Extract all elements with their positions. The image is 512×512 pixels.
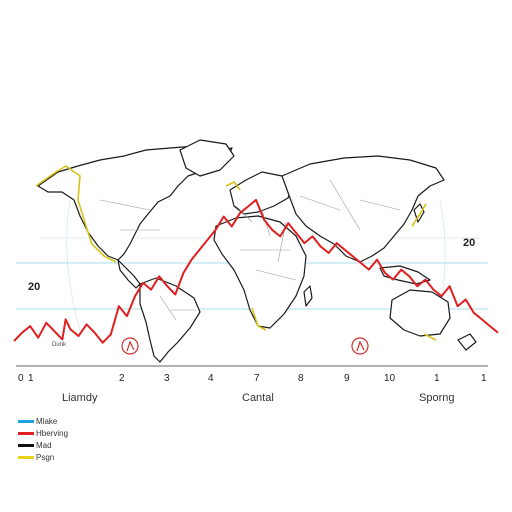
yellow-coast-australia — [423, 333, 437, 341]
yellow-coast-asia — [411, 203, 427, 227]
y-label-right: 20 — [463, 237, 475, 249]
yellow-coast-europe — [225, 181, 241, 191]
series-layer — [13, 198, 499, 344]
new-zealand — [457, 333, 477, 351]
greenland — [179, 139, 235, 177]
central-america — [117, 259, 141, 289]
legend-label: Psgn — [36, 453, 55, 462]
series-line-0 — [13, 198, 499, 344]
yellow-coast-west — [35, 165, 117, 263]
yellow-coastlines — [35, 165, 437, 341]
x-label-right: Sporng — [419, 392, 454, 404]
legend-swatch — [18, 444, 34, 447]
legend-item[interactable]: Psgn — [18, 452, 68, 463]
africa — [213, 215, 307, 329]
legend-item[interactable]: Hberving — [18, 428, 68, 439]
asia — [281, 155, 445, 263]
south-america — [139, 277, 201, 363]
x-ticks: 0 1 2 3 4 7 8 9 10 1 1 — [18, 373, 487, 384]
madagascar — [303, 285, 313, 307]
x-tick-6: 8 — [298, 373, 304, 384]
australia — [389, 289, 451, 337]
x-label-center: Cantal — [242, 392, 274, 404]
x-label-left: Liamdy — [62, 392, 98, 404]
legend-label: Mad — [36, 441, 52, 450]
x-tick-10: 1 — [481, 373, 487, 384]
x-tick-8: 10 — [384, 373, 396, 384]
x-tick-0: 0 — [18, 373, 24, 384]
x-tick-4: 4 — [208, 373, 214, 384]
yellow-coast-africa — [251, 307, 267, 331]
x-tick-5: 7 — [254, 373, 260, 384]
x-tick-7: 9 — [344, 373, 350, 384]
legend-swatch — [18, 432, 34, 435]
small-label: Dunk — [52, 342, 67, 348]
japan — [413, 203, 425, 223]
world-map — [37, 139, 477, 363]
legend-item[interactable]: Mad — [18, 440, 68, 451]
legend: Mlake Hberving Mad Psgn — [18, 416, 68, 464]
annotation-markers — [121, 337, 369, 355]
circle-marker-left — [121, 337, 139, 355]
legend-swatch — [18, 420, 34, 423]
x-tick-3: 3 — [164, 373, 170, 384]
legend-swatch — [18, 456, 34, 459]
x-tick-1: 1 — [28, 373, 34, 384]
x-tick-9: 1 — [434, 373, 440, 384]
y-label-left: 20 — [28, 281, 40, 293]
legend-label: Mlake — [36, 417, 58, 426]
circle-marker-right — [351, 337, 369, 355]
legend-item[interactable]: Mlake — [18, 416, 68, 427]
x-tick-2: 2 — [119, 373, 125, 384]
legend-label: Hberving — [36, 429, 69, 438]
